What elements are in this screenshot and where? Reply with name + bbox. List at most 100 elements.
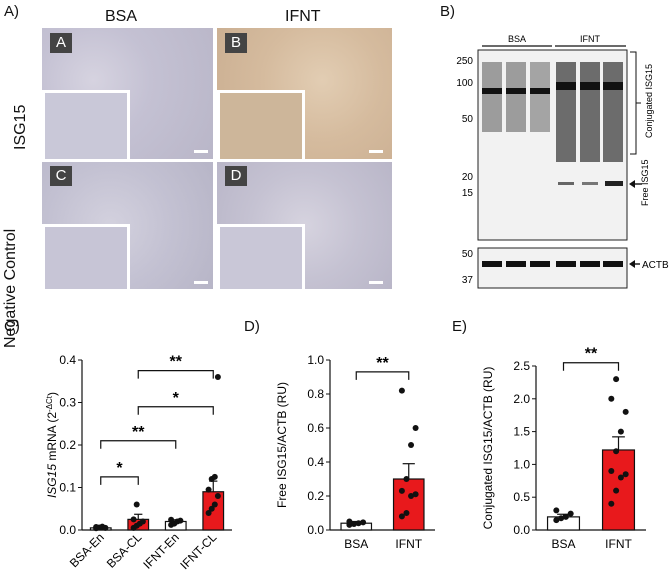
y-tick-label: 0.8 (307, 387, 324, 401)
mw-100: 100 (456, 78, 473, 89)
data-point (608, 467, 615, 474)
data-point (617, 428, 624, 435)
panel-d-label: D) (244, 318, 260, 335)
data-point (408, 442, 415, 448)
chart-conjugated-isg15: 0.0 0.5 1.0 1.5 2.0 2.5 BSA IFNT ** Conjugated IS… (481, 346, 646, 551)
data-point (130, 516, 137, 523)
conjugated-bracket (630, 51, 637, 155)
significance-bracket (100, 476, 139, 485)
row-title-negative-control: Negative Control (2, 228, 19, 348)
y-tick-label: 0.0 (59, 523, 76, 537)
mw-20: 20 (462, 172, 474, 183)
data-point (360, 519, 367, 526)
y-axis-label-part: ) (45, 392, 59, 396)
data-point (608, 395, 615, 402)
scale-bar (369, 281, 383, 284)
significance-bracket (100, 440, 177, 449)
data-point (412, 491, 419, 498)
tile-label-d: D (225, 166, 247, 186)
category-label: BSA (344, 537, 368, 551)
significance-label: ** (170, 354, 183, 371)
y-tick-label: 0.4 (307, 455, 324, 469)
y-axis-label-part: mRNA (2 (45, 412, 59, 464)
inset-bsa-isg15 (42, 90, 130, 162)
significance-bracket (562, 362, 620, 371)
chart-free-isg15: 0.0 0.2 0.4 0.6 0.8 1.0 BSA IFNT ** Free ISG15/AC… (275, 353, 435, 551)
mw-actb-50: 50 (462, 249, 474, 260)
data-point (205, 486, 212, 493)
data-point (622, 408, 629, 415)
y-tick-label: 1.0 (513, 457, 530, 471)
y-tick-label: 0.0 (513, 523, 530, 537)
free-isg15-label: Free ISG15 (640, 159, 650, 206)
tile-label-c: C (50, 166, 72, 186)
panel-c-label: C) (4, 318, 20, 335)
data-point (622, 471, 629, 478)
y-tick-label: 2.0 (513, 392, 530, 406)
panel-b-label: B) (440, 3, 455, 20)
y-tick-label: 0.0 (307, 523, 324, 537)
data-point (412, 425, 419, 431)
y-tick-label: 1.0 (307, 353, 324, 367)
y-tick-label: 0.3 (59, 396, 76, 410)
significance-label: * (173, 390, 180, 407)
y-axis-label: Free ISG15/ACTB (RU) (275, 382, 289, 508)
data-point (403, 476, 410, 482)
data-point (398, 513, 405, 520)
significance-bracket (355, 371, 410, 380)
data-point (214, 493, 221, 499)
data-point (208, 505, 215, 512)
scale-bar (369, 150, 383, 153)
data-point (403, 510, 410, 516)
category-label: IFNT-CL (177, 530, 219, 572)
significance-label: * (116, 460, 123, 477)
conjugated-isg15-label: Conjugated ISG15 (644, 64, 654, 138)
mw-15: 15 (462, 188, 474, 199)
tile-label-a: A (50, 33, 72, 53)
y-axis-label: Conjugated ISG15/ACTB (RU) (481, 367, 495, 530)
category-label: IFNT (395, 537, 422, 551)
data-point (133, 501, 140, 508)
y-tick-label: 2.5 (513, 359, 530, 373)
actb-label: ACTB (642, 260, 669, 271)
significance-label: ** (376, 355, 389, 372)
significance-bracket (137, 406, 214, 415)
y-tick-label: 0.2 (59, 438, 76, 452)
inset-bsa-negative (42, 224, 130, 292)
data-point (350, 521, 357, 528)
panel-e-label: E) (452, 318, 467, 335)
category-label: IFNT (605, 537, 632, 551)
data-point (553, 517, 560, 524)
scale-bar (194, 281, 208, 284)
data-point (346, 518, 353, 525)
bar (392, 478, 425, 531)
blot-membrane (477, 49, 628, 241)
blot-group-bsa: BSA (508, 34, 526, 44)
col-title-bsa: BSA (105, 8, 138, 25)
y-axis-label: ISG15 mRNA (2-ΔCt) (45, 392, 60, 498)
significance-label: ** (132, 424, 145, 441)
mw-actb-37: 37 (462, 275, 474, 286)
y-axis-label-part: ISG15 (45, 464, 59, 498)
data-point (608, 500, 615, 507)
scale-bar (194, 150, 208, 153)
y-tick-label: 0.4 (59, 353, 76, 367)
data-point (553, 507, 560, 514)
y-tick-label: 1.5 (513, 425, 530, 439)
y-axis-label-part: -ΔCt (45, 395, 54, 412)
y-tick-label: 0.5 (513, 490, 530, 504)
data-point (211, 501, 218, 508)
data-point (613, 376, 620, 383)
inset-ifnt-isg15 (217, 90, 305, 162)
data-point (93, 524, 100, 531)
data-point (398, 387, 405, 394)
western-blot: BSA IFNT 250 100 50 20 15 50 37 (456, 34, 669, 289)
mw-250: 250 (456, 56, 473, 67)
data-point (398, 487, 405, 494)
data-point (211, 473, 218, 480)
data-point (102, 524, 109, 531)
y-tick-label: 0.6 (307, 421, 324, 435)
data-point (177, 517, 184, 524)
data-point (205, 510, 212, 516)
actb-bands (482, 261, 623, 267)
